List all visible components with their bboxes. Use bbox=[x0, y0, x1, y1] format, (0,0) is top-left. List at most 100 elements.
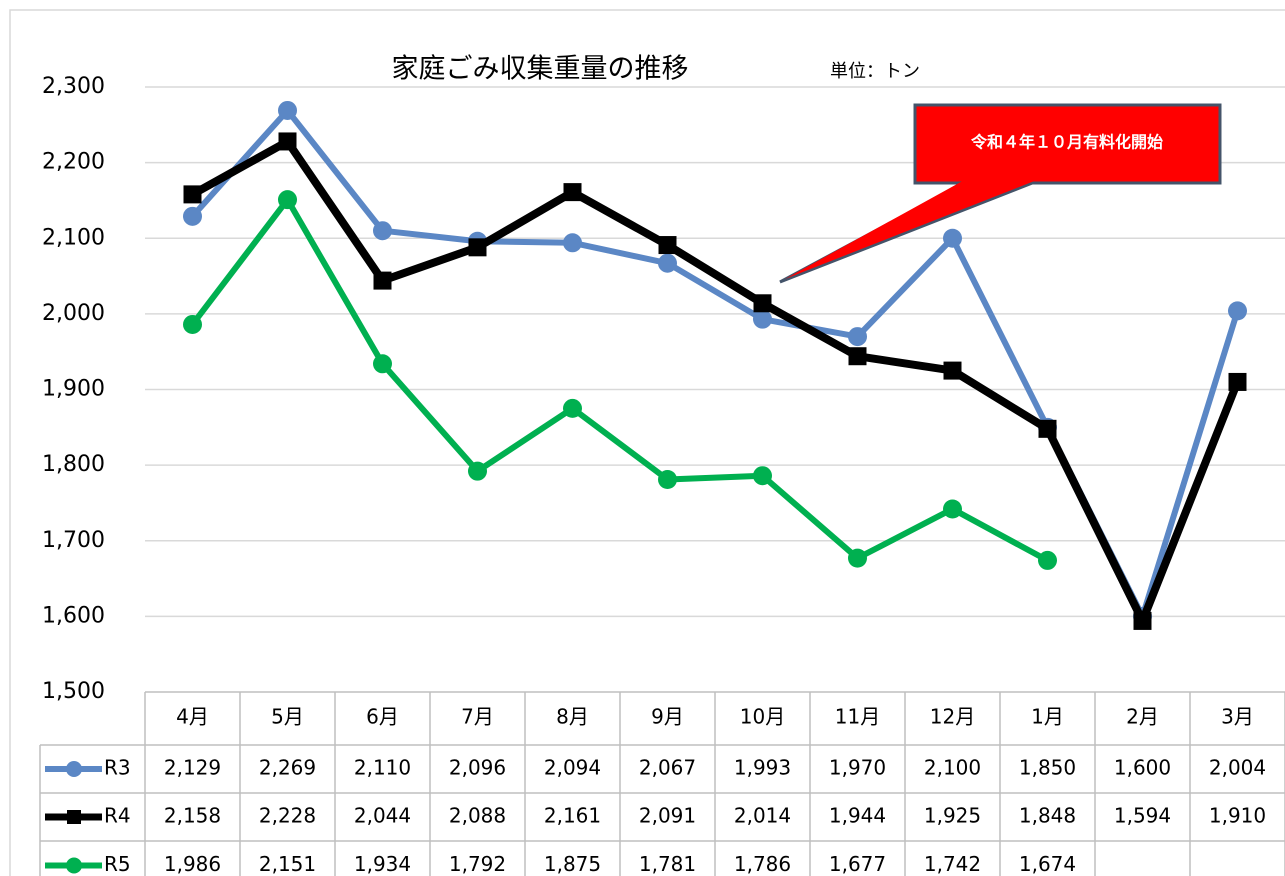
marker bbox=[848, 327, 867, 347]
table-value: 1,600 bbox=[1114, 756, 1171, 780]
legend-label: R4 bbox=[104, 804, 131, 828]
y-tick-label: 1,900 bbox=[42, 377, 105, 402]
callout: 令和４年１０月有料化開始 bbox=[779, 103, 1222, 284]
marker bbox=[563, 233, 582, 253]
y-tick-label: 1,800 bbox=[42, 452, 105, 477]
table-value: 1,742 bbox=[924, 852, 981, 876]
marker bbox=[563, 183, 582, 202]
table-value: 2,161 bbox=[544, 804, 601, 828]
table-value: 2,014 bbox=[734, 804, 791, 828]
table-value: 2,004 bbox=[1209, 756, 1266, 780]
marker bbox=[1228, 372, 1247, 391]
table-value: 2,067 bbox=[639, 756, 696, 780]
marker bbox=[66, 857, 82, 874]
chart-title: 家庭ごみ収集重量の推移 bbox=[392, 54, 689, 85]
marker bbox=[373, 354, 392, 374]
legend-label: R5 bbox=[104, 852, 131, 876]
marker bbox=[1133, 611, 1152, 630]
table-value: 1,993 bbox=[734, 756, 791, 780]
table-value: 2,088 bbox=[449, 804, 506, 828]
x-tick-label: 1月 bbox=[1031, 705, 1064, 729]
marker bbox=[66, 761, 82, 777]
table-value: 1,677 bbox=[829, 852, 886, 876]
marker bbox=[373, 271, 392, 290]
table-value: 1,786 bbox=[734, 852, 791, 876]
marker bbox=[278, 132, 297, 151]
marker bbox=[563, 398, 582, 418]
y-tick-label: 1,500 bbox=[42, 679, 105, 704]
table-value: 1,781 bbox=[639, 852, 696, 876]
marker bbox=[1228, 301, 1247, 321]
table-value: 1,986 bbox=[164, 852, 221, 876]
callout-box bbox=[913, 103, 1222, 185]
table-value: 2,044 bbox=[354, 804, 411, 828]
x-tick-label: 6月 bbox=[366, 705, 399, 729]
table-value: 1,594 bbox=[1114, 804, 1171, 828]
table-value: 2,100 bbox=[924, 756, 981, 780]
marker bbox=[1038, 550, 1057, 570]
marker bbox=[848, 347, 867, 366]
x-tick-label: 7月 bbox=[461, 705, 494, 729]
marker bbox=[468, 238, 487, 257]
table-value: 2,151 bbox=[259, 852, 316, 876]
x-tick-label: 12月 bbox=[930, 705, 975, 729]
x-tick-label: 10月 bbox=[740, 705, 785, 729]
table-value: 1,792 bbox=[449, 852, 506, 876]
callout-join bbox=[785, 178, 1042, 279]
marker bbox=[658, 236, 677, 255]
marker bbox=[278, 190, 297, 210]
marker bbox=[753, 466, 772, 486]
x-tick-label: 2月 bbox=[1126, 705, 1159, 729]
y-tick-label: 2,100 bbox=[42, 225, 105, 250]
table-value: 2,110 bbox=[354, 756, 411, 780]
chart-subtitle: 単位：トン bbox=[830, 61, 920, 82]
table-value: 1,875 bbox=[544, 852, 601, 876]
x-tick-label: 9月 bbox=[651, 705, 684, 729]
table-value: 1,910 bbox=[1209, 804, 1266, 828]
callout-text: 令和４年１０月有料化開始 bbox=[970, 133, 1163, 152]
marker bbox=[183, 314, 202, 334]
table-value: 2,096 bbox=[449, 756, 506, 780]
table-value: 1,850 bbox=[1019, 756, 1076, 780]
marker bbox=[373, 221, 392, 241]
table-value: 1,925 bbox=[924, 804, 981, 828]
marker bbox=[67, 810, 81, 824]
legend-label: R3 bbox=[104, 756, 131, 780]
y-tick-label: 1,600 bbox=[42, 603, 105, 628]
x-tick-label: 11月 bbox=[835, 705, 880, 729]
y-tick-label: 2,000 bbox=[42, 301, 105, 326]
x-tick-label: 8月 bbox=[556, 705, 589, 729]
marker bbox=[943, 361, 962, 380]
marker bbox=[753, 309, 772, 329]
marker bbox=[848, 548, 867, 568]
table-value: 1,934 bbox=[354, 852, 411, 876]
marker bbox=[658, 253, 677, 273]
series-line bbox=[190, 196, 1049, 564]
x-tick-label: 5月 bbox=[271, 705, 304, 729]
y-tick-label: 2,200 bbox=[42, 150, 105, 175]
table-value: 2,094 bbox=[544, 756, 601, 780]
marker bbox=[468, 461, 487, 481]
marker bbox=[753, 294, 772, 313]
table-value: 2,158 bbox=[164, 804, 221, 828]
marker bbox=[1038, 419, 1057, 438]
marker bbox=[183, 185, 202, 204]
table-value: 1,674 bbox=[1019, 852, 1076, 876]
marker bbox=[278, 100, 297, 120]
marker bbox=[943, 499, 962, 519]
series-line bbox=[190, 137, 1242, 625]
table-value: 1,848 bbox=[1019, 804, 1076, 828]
table-value: 2,091 bbox=[639, 804, 696, 828]
table-value: 1,944 bbox=[829, 804, 886, 828]
table-value: 2,129 bbox=[164, 756, 221, 780]
table-value: 2,269 bbox=[259, 756, 316, 780]
y-tick-label: 2,300 bbox=[42, 74, 105, 99]
marker bbox=[183, 206, 202, 226]
x-tick-label: 3月 bbox=[1221, 705, 1254, 729]
marker bbox=[658, 469, 677, 489]
marker bbox=[943, 228, 962, 248]
plot-area: 1,500 1,600 1,700 1,800 1,900 2,000 2,100 2,200… bbox=[39, 74, 1285, 876]
y-tick-label: 1,700 bbox=[42, 528, 105, 553]
x-tick-label: 4月 bbox=[176, 705, 209, 729]
